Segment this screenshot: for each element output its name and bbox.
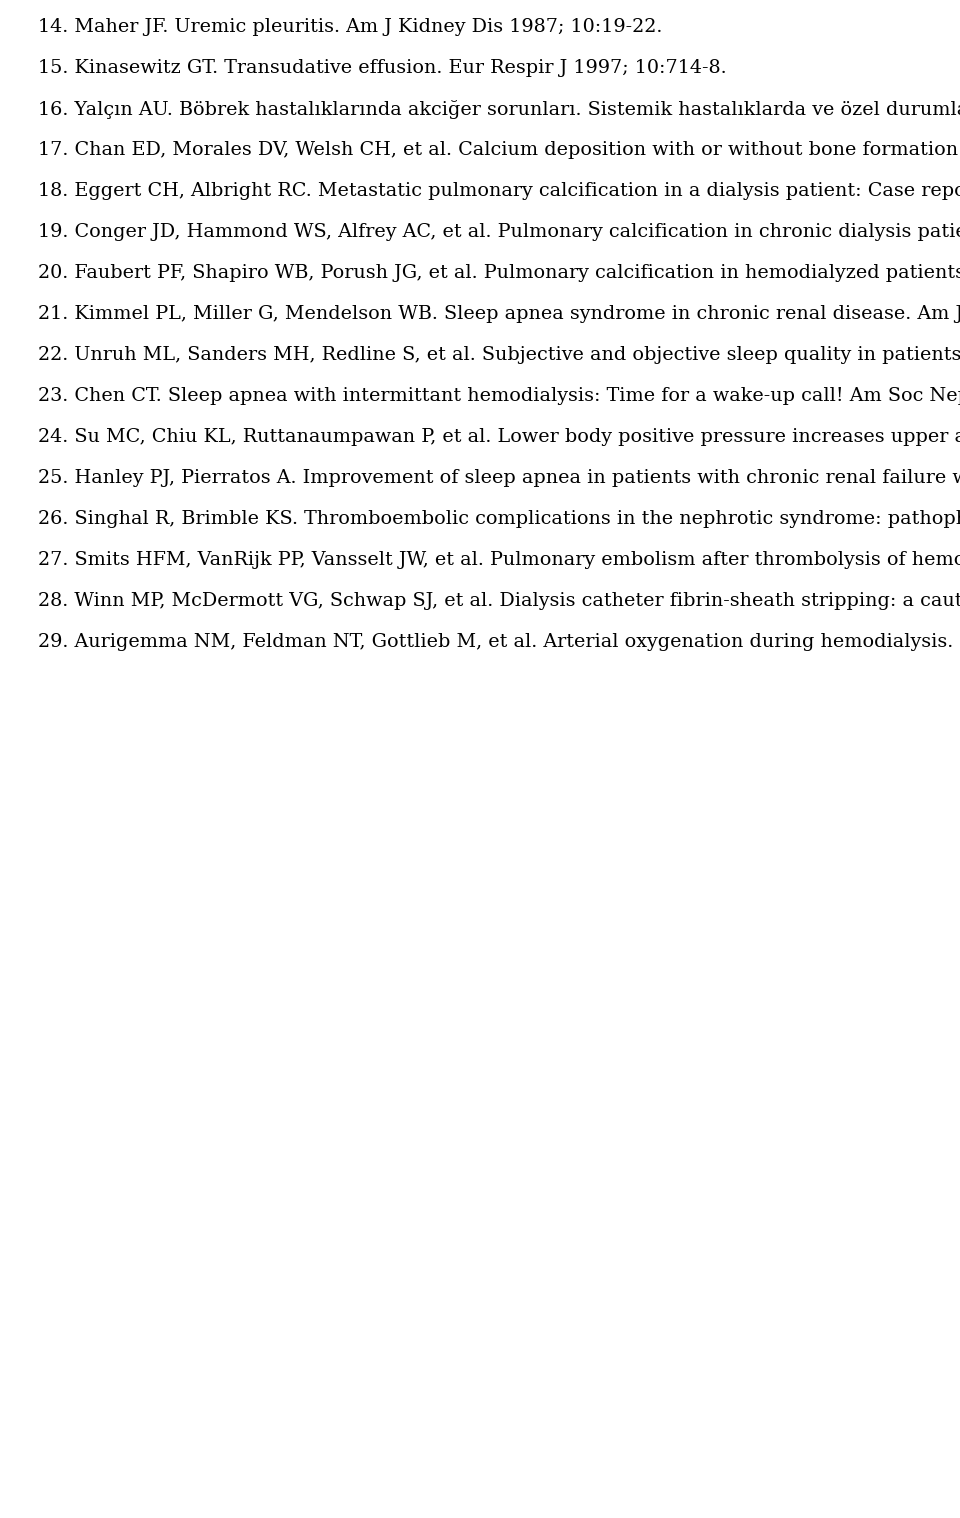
Text: 24. Su MC, Chiu KL, Ruttanaumpawan P, et al. Lower body positive pressure increa: 24. Su MC, Chiu KL, Ruttanaumpawan P, et… <box>38 428 960 446</box>
Text: 15. Kinasewitz GT. Transudative effusion. Eur Respir J 1997; 10:714-8.: 15. Kinasewitz GT. Transudative effusion… <box>38 59 727 77</box>
Text: 21. Kimmel PL, Miller G, Mendelson WB. Sleep apnea syndrome in chronic renal dis: 21. Kimmel PL, Miller G, Mendelson WB. S… <box>38 305 960 323</box>
Text: 26. Singhal R, Brimble KS. Thromboembolic complications in the nephrotic syndrom: 26. Singhal R, Brimble KS. Thromboemboli… <box>38 510 960 528</box>
Text: 16. Yalçın AU. Böbrek hastalıklarında akciğer sorunları. Sistemik hastalıklarda : 16. Yalçın AU. Böbrek hastalıklarında ak… <box>38 100 960 118</box>
Text: 29. Aurigemma NM, Feldman NT, Gottlieb M, et al. Arterial oxygenation during hem: 29. Aurigemma NM, Feldman NT, Gottlieb M… <box>38 633 960 651</box>
Text: 19. Conger JD, Hammond WS, Alfrey AC, et al. Pulmonary calcification in chronic : 19. Conger JD, Hammond WS, Alfrey AC, et… <box>38 223 960 241</box>
Text: 28. Winn MP, McDermott VG, Schwap SJ, et al. Dialysis catheter fibrin-sheath str: 28. Winn MP, McDermott VG, Schwap SJ, et… <box>38 592 960 610</box>
Text: 17. Chan ED, Morales DV, Welsh CH, et al. Calcium deposition with or without bon: 17. Chan ED, Morales DV, Welsh CH, et al… <box>38 141 960 159</box>
Text: 20. Faubert PF, Shapiro WB, Porush JG, et al. Pulmonary calcification in hemodia: 20. Faubert PF, Shapiro WB, Porush JG, e… <box>38 264 960 282</box>
Text: 23. Chen CT. Sleep apnea with intermittant hemodialysis: Time for a wake-up call: 23. Chen CT. Sleep apnea with intermitta… <box>38 387 960 405</box>
Text: 22. Unruh ML, Sanders MH, Redline S, et al. Subjective and objective sleep quali: 22. Unruh ML, Sanders MH, Redline S, et … <box>38 346 960 364</box>
Text: 25. Hanley PJ, Pierratos A. Improvement of sleep apnea in patients with chronic : 25. Hanley PJ, Pierratos A. Improvement … <box>38 469 960 487</box>
Text: 18. Eggert CH, Albright RC. Metastatic pulmonary calcification in a dialysis pat: 18. Eggert CH, Albright RC. Metastatic p… <box>38 182 960 200</box>
Text: 27. Smits HFM, VanRijk PP, Vansselt JW, et al. Pulmonary embolism after thrombol: 27. Smits HFM, VanRijk PP, Vansselt JW, … <box>38 551 960 569</box>
Text: 14. Maher JF. Uremic pleuritis. Am J Kidney Dis 1987; 10:19-22.: 14. Maher JF. Uremic pleuritis. Am J Kid… <box>38 18 662 36</box>
